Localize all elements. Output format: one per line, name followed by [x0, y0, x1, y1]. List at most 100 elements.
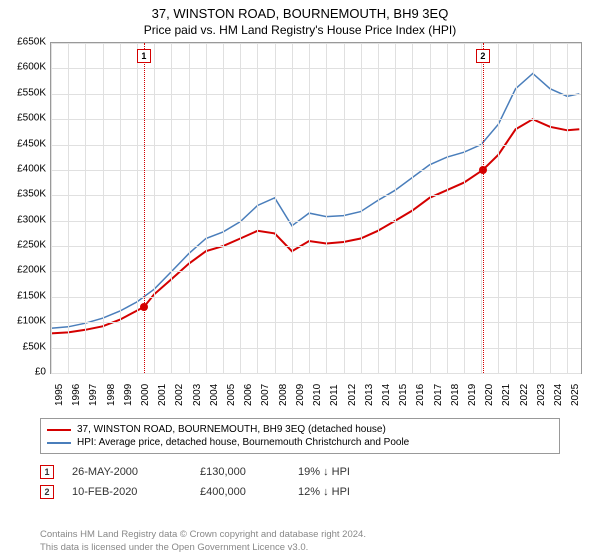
price-paid-table: 126-MAY-2000£130,00019% ↓ HPI 2 10-FEB-202…	[40, 462, 560, 502]
series-line-hpi	[51, 74, 579, 329]
y-axis-tick: £650K	[2, 37, 46, 48]
gridline-vertical	[498, 43, 499, 373]
y-axis-tick: £500K	[2, 113, 46, 124]
gridline-vertical	[154, 43, 155, 373]
gridline-horizontal	[51, 297, 581, 298]
footer-line1: Contains HM Land Registry data © Crown c…	[40, 529, 366, 541]
marker-dot	[479, 166, 487, 174]
y-axis-tick: £600K	[2, 62, 46, 73]
gridline-vertical	[257, 43, 258, 373]
y-axis-tick: £550K	[2, 87, 46, 98]
x-axis-tick: 1997	[88, 384, 99, 406]
gridline-vertical	[430, 43, 431, 373]
x-axis-tick: 2013	[364, 384, 375, 406]
gridline-horizontal	[51, 43, 581, 44]
gridline-vertical	[395, 43, 396, 373]
gridline-vertical	[550, 43, 551, 373]
gridline-horizontal	[51, 170, 581, 171]
gridline-horizontal	[51, 145, 581, 146]
gridline-horizontal	[51, 271, 581, 272]
legend-swatch	[47, 429, 71, 431]
x-axis-tick: 2021	[501, 384, 512, 406]
x-axis-tick: 2008	[278, 384, 289, 406]
x-axis-tick: 2010	[312, 384, 323, 406]
x-axis-tick: 2015	[398, 384, 409, 406]
price-paid-row: 2 10-FEB-2020 £400,000 12% ↓ HPI	[40, 482, 560, 502]
gridline-horizontal	[51, 348, 581, 349]
x-axis-tick: 2017	[433, 384, 444, 406]
price-paid-row: 126-MAY-2000£130,00019% ↓ HPI	[40, 462, 560, 482]
price-paid-delta: 12% ↓ HPI	[298, 486, 378, 498]
x-axis-tick: 1996	[71, 384, 82, 406]
x-axis-tick: 2016	[415, 384, 426, 406]
x-axis-tick: 2004	[209, 384, 220, 406]
gridline-vertical	[171, 43, 172, 373]
price-paid-delta: 19% ↓ HPI	[298, 466, 378, 478]
y-axis-tick: £250K	[2, 240, 46, 251]
x-axis-tick: 2023	[536, 384, 547, 406]
gridline-vertical	[447, 43, 448, 373]
gridline-vertical	[309, 43, 310, 373]
gridline-horizontal	[51, 119, 581, 120]
plot-area: 12	[50, 42, 582, 374]
legend-row: HPI: Average price, detached house, Bour…	[47, 436, 553, 449]
gridline-horizontal	[51, 373, 581, 374]
y-axis-tick: £0	[2, 367, 46, 378]
marker-vline	[144, 43, 145, 373]
x-axis-tick: 2006	[243, 384, 254, 406]
marker-vline	[483, 43, 484, 373]
x-axis-tick: 1999	[123, 384, 134, 406]
legend-label: HPI: Average price, detached house, Bour…	[77, 437, 409, 448]
x-axis-tick: 2001	[157, 384, 168, 406]
x-axis-tick: 1998	[106, 384, 117, 406]
price-paid-date: 26-MAY-2000	[72, 466, 182, 478]
gridline-vertical	[206, 43, 207, 373]
x-axis-tick: 1995	[54, 384, 65, 406]
y-axis-tick: £350K	[2, 189, 46, 200]
x-axis-tick: 2011	[329, 384, 340, 406]
legend-swatch	[47, 442, 71, 444]
gridline-vertical	[516, 43, 517, 373]
x-axis-tick: 2022	[519, 384, 530, 406]
gridline-vertical	[103, 43, 104, 373]
gridline-horizontal	[51, 322, 581, 323]
gridline-vertical	[326, 43, 327, 373]
footer-attribution: Contains HM Land Registry data © Crown c…	[40, 529, 366, 554]
gridline-vertical	[240, 43, 241, 373]
gridline-horizontal	[51, 94, 581, 95]
gridline-vertical	[344, 43, 345, 373]
gridline-vertical	[292, 43, 293, 373]
gridline-horizontal	[51, 68, 581, 69]
marker-dot	[140, 303, 148, 311]
x-axis-tick: 2018	[450, 384, 461, 406]
marker-box: 1	[137, 49, 151, 63]
y-axis-tick: £300K	[2, 214, 46, 225]
gridline-horizontal	[51, 246, 581, 247]
series-line-price_paid	[51, 119, 579, 333]
x-axis-tick: 2014	[381, 384, 392, 406]
gridline-vertical	[223, 43, 224, 373]
gridline-vertical	[85, 43, 86, 373]
legend-box: 37, WINSTON ROAD, BOURNEMOUTH, BH9 3EQ (…	[40, 418, 560, 454]
price-paid-marker: 2	[40, 485, 54, 499]
gridline-vertical	[464, 43, 465, 373]
gridline-vertical	[412, 43, 413, 373]
chart-subtitle: Price paid vs. HM Land Registry's House …	[0, 21, 600, 37]
gridline-vertical	[533, 43, 534, 373]
gridline-vertical	[68, 43, 69, 373]
chart-svg	[51, 43, 581, 373]
x-axis-tick: 2009	[295, 384, 306, 406]
x-axis-tick: 2012	[347, 384, 358, 406]
price-paid-date: 10-FEB-2020	[72, 486, 182, 498]
x-axis-tick: 2024	[553, 384, 564, 406]
x-axis-tick: 2007	[260, 384, 271, 406]
y-axis-tick: £450K	[2, 138, 46, 149]
price-paid-price: £400,000	[200, 486, 280, 498]
y-axis-tick: £100K	[2, 316, 46, 327]
gridline-vertical	[120, 43, 121, 373]
gridline-vertical	[137, 43, 138, 373]
gridline-horizontal	[51, 195, 581, 196]
y-axis-tick: £150K	[2, 290, 46, 301]
footer-line2: This data is licensed under the Open Gov…	[40, 542, 366, 554]
x-axis-tick: 2002	[174, 384, 185, 406]
